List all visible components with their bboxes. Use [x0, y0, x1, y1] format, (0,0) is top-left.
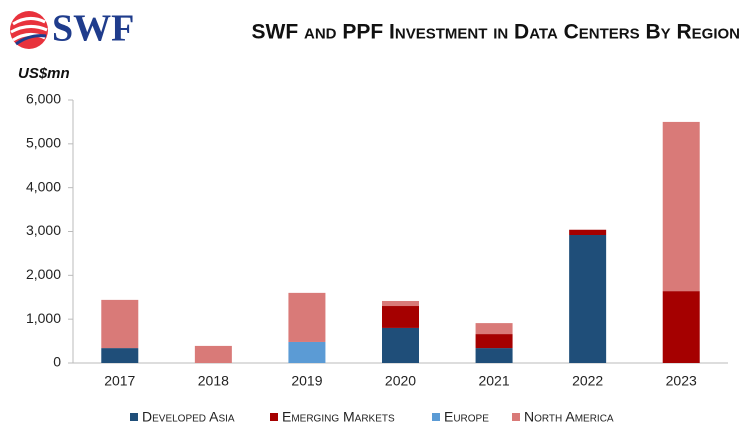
- x-tick-label: 2023: [666, 373, 697, 389]
- logo: SWF: [10, 8, 134, 50]
- y-tick-label: 0: [53, 354, 61, 370]
- bar-segment: [382, 306, 419, 328]
- bar-segment: [475, 334, 513, 349]
- bar-segment: [662, 121, 700, 292]
- bar-segment: [101, 348, 139, 363]
- bar-segment: [475, 323, 513, 335]
- x-tick-label: 2018: [198, 373, 229, 389]
- bar-segment: [382, 327, 419, 363]
- y-tick-label: 4,000: [26, 178, 61, 194]
- legend-label: Europe: [444, 409, 489, 425]
- legend-label: North America: [524, 409, 614, 425]
- x-tick-label: 2021: [478, 373, 509, 389]
- bar-segment: [288, 341, 326, 363]
- x-tick-label: 2020: [385, 373, 416, 389]
- bar-segment: [382, 300, 419, 307]
- y-tick-label: 6,000: [26, 91, 61, 107]
- chart-title: SWF and PPF Investment in Data Centers B…: [252, 21, 740, 44]
- bar-segment: [475, 348, 513, 363]
- x-tick-label: 2017: [104, 373, 135, 389]
- legend-swatch: [432, 413, 440, 421]
- bar-segment: [569, 229, 607, 236]
- legend-swatch: [130, 413, 138, 421]
- y-tick-label: 2,000: [26, 266, 61, 282]
- x-tick-label: 2022: [572, 373, 603, 389]
- bar-segment: [569, 235, 607, 363]
- logo-stripe: [15, 34, 47, 46]
- x-tick-label: 2019: [291, 373, 322, 389]
- y-tick-label: 3,000: [26, 222, 61, 238]
- y-tick-label: 1,000: [26, 310, 61, 326]
- bar-segment: [194, 345, 232, 363]
- logo-text: SWF: [52, 8, 134, 50]
- legend-label: Emerging Markets: [282, 409, 395, 425]
- bar-segment: [101, 299, 139, 349]
- legend-swatch: [270, 413, 278, 421]
- bar-segment: [662, 291, 700, 363]
- y-axis-label: US$mn: [18, 65, 70, 82]
- y-tick-label: 5,000: [26, 135, 61, 151]
- legend-label: Developed Asia: [142, 409, 235, 425]
- legend-swatch: [512, 413, 520, 421]
- bar-segment: [288, 292, 326, 342]
